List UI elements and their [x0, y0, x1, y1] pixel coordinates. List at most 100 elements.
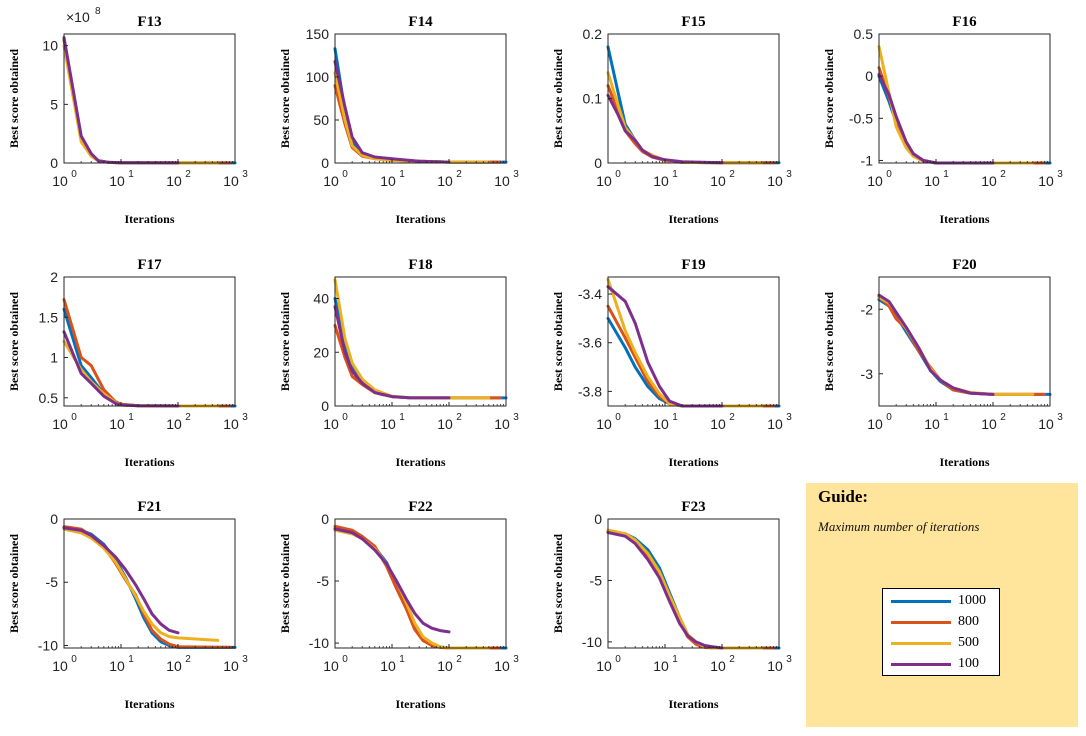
series-line-100 [62, 526, 180, 635]
x-tick-label: 10 [52, 416, 68, 432]
series-line-800 [62, 298, 231, 408]
series-line-100 [333, 305, 451, 400]
x-tick-label: 10 [767, 658, 783, 674]
series-line-100 [606, 285, 724, 408]
x-tick-label: 10 [867, 416, 883, 432]
y-tick-label: 0 [594, 511, 602, 527]
y-tick-label: -3.4 [578, 286, 602, 302]
chart-title: F18 [408, 257, 432, 273]
x-tick-exp: 1 [943, 412, 949, 423]
y-tick-label: 1 [50, 350, 58, 366]
y-tick-label: 0 [865, 68, 873, 84]
x-tick-label: 10 [52, 658, 68, 674]
x-tick-exp: 1 [128, 654, 134, 665]
x-tick-label: 10 [166, 658, 182, 674]
y-axis-label: Best score obtained [278, 49, 292, 148]
series-line-1000 [606, 316, 781, 408]
plot-frame [63, 276, 236, 407]
x-tick-exp: 1 [399, 654, 405, 665]
plot-frame [63, 33, 236, 164]
series-line-1000 [62, 526, 237, 649]
x-tick-exp: 1 [672, 412, 678, 423]
y-tick-label: 20 [313, 344, 329, 360]
x-axis-label: Iterations [396, 697, 446, 711]
y-tick-label: 0.1 [583, 91, 603, 107]
y-tick-label: -5 [46, 574, 59, 590]
guide-title: Guide: [818, 487, 869, 506]
series-line-800 [877, 294, 1046, 396]
x-tick-exp: 2 [729, 169, 735, 180]
x-tick-label: 10 [166, 416, 182, 432]
series-line-500 [877, 296, 1035, 396]
series-line-800 [333, 323, 502, 400]
x-tick-exp: 1 [128, 169, 134, 180]
x-tick-label: 10 [494, 658, 510, 674]
series-line-100 [606, 531, 724, 650]
x-tick-label: 10 [596, 416, 612, 432]
x-tick-label: 10 [166, 173, 182, 189]
series-line-1000 [62, 307, 237, 408]
legend-swatch [891, 621, 951, 624]
x-tick-exp: 2 [456, 169, 462, 180]
x-axis-label: Iterations [940, 455, 990, 469]
x-tick-label: 10 [52, 173, 68, 189]
x-tick-exp: 2 [729, 412, 735, 423]
y-axis-label: Best score obtained [551, 534, 565, 633]
x-tick-label: 10 [223, 658, 239, 674]
y-tick-label: 0.5 [854, 26, 874, 42]
x-tick-exp: 1 [672, 654, 678, 665]
legend-swatch [891, 642, 951, 645]
x-tick-exp: 3 [513, 654, 519, 665]
plot-frame [878, 276, 1051, 407]
x-axis-label: Iterations [669, 697, 719, 711]
x-tick-label: 10 [767, 173, 783, 189]
chart-title: F20 [952, 257, 976, 273]
plot-frame [878, 33, 1051, 164]
x-tick-exp: 2 [185, 169, 191, 180]
x-tick-exp: 0 [71, 169, 77, 180]
x-tick-exp: 1 [128, 412, 134, 423]
y-axis-label: Best score obtained [822, 292, 836, 391]
x-tick-label: 10 [710, 658, 726, 674]
chart-title: F21 [137, 499, 161, 515]
x-tick-exp: 1 [399, 412, 405, 423]
x-tick-exp: 3 [513, 412, 519, 423]
x-tick-exp: 3 [1057, 412, 1063, 423]
legend-label: 1000 [958, 593, 986, 608]
x-tick-label: 10 [653, 173, 669, 189]
x-tick-exp: 2 [1000, 169, 1006, 180]
x-tick-label: 10 [109, 416, 125, 432]
x-tick-label: 10 [710, 416, 726, 432]
x-tick-exp: 2 [185, 654, 191, 665]
y-tick-label: 40 [313, 291, 329, 307]
legend-swatch [891, 663, 951, 666]
y-tick-label: -10 [582, 634, 602, 650]
x-tick-exp: 3 [242, 412, 248, 423]
x-tick-exp: 3 [242, 169, 248, 180]
series-line-500 [606, 277, 764, 408]
y-tick-label: -3 [861, 366, 874, 382]
x-tick-exp: 0 [615, 654, 621, 665]
y-tick-label: 100 [306, 69, 330, 85]
x-axis-label: Iterations [125, 455, 175, 469]
x-tick-exp: 2 [729, 654, 735, 665]
chart-title: F17 [137, 257, 162, 273]
x-tick-label: 10 [1038, 173, 1054, 189]
plot-frame [334, 276, 507, 407]
y-tick-label: 0.5 [39, 390, 59, 406]
x-tick-label: 10 [223, 173, 239, 189]
y-tick-label: 0 [50, 511, 58, 527]
series-line-1000 [606, 45, 781, 165]
x-tick-exp: 0 [71, 654, 77, 665]
y-tick-label: 0.2 [583, 26, 603, 42]
x-tick-exp: 2 [456, 654, 462, 665]
chart-title: F19 [681, 257, 705, 273]
x-tick-label: 10 [924, 416, 940, 432]
series-line-1000 [877, 298, 1052, 396]
y-tick-label: -5 [590, 572, 603, 588]
x-tick-label: 10 [981, 416, 997, 432]
x-tick-label: 10 [653, 658, 669, 674]
y-axis-label: Best score obtained [7, 292, 21, 391]
legend: 1000 800 500 100 [882, 588, 1000, 676]
